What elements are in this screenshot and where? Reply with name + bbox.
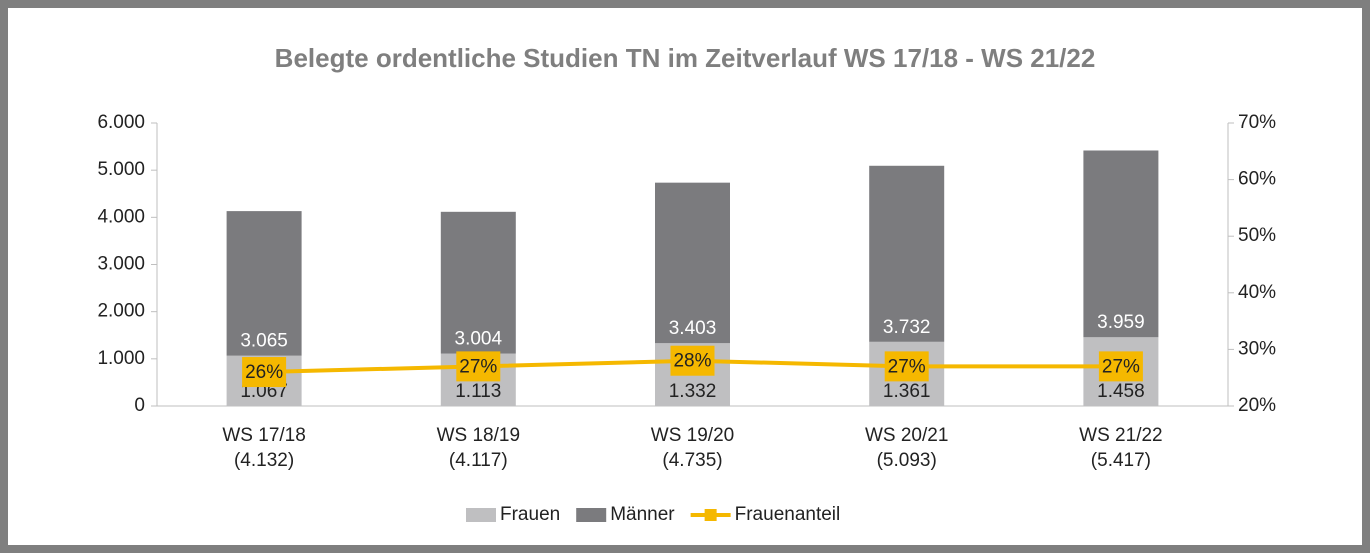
legend-swatch [704,509,717,521]
bar [1083,150,1159,338]
y-tick-label: 3.000 [97,254,145,275]
bar [655,182,730,344]
data-label: 27% [459,356,497,377]
y-tick-label: 6.000 [97,112,145,133]
data-label: 1.458 [1097,381,1145,402]
x-tick-total: (4.132) [234,450,294,471]
data-label-box [242,357,287,388]
x-tick-label: WS 21/22 [1079,425,1162,446]
legend-swatch [466,508,496,522]
x-tick-label: WS 17/18 [222,425,305,446]
y-tick-label: 2.000 [97,301,145,322]
data-label: 3.004 [455,329,503,350]
legend-label: Frauenanteil [735,504,841,525]
data-label: 28% [673,351,711,372]
data-label: 27% [1102,356,1140,377]
y-tick-label: 5.000 [97,159,145,180]
data-label: 27% [888,356,926,377]
legend-swatch [576,508,607,522]
x-tick-total: (5.417) [1091,450,1151,471]
legend-label: Männer [610,504,675,525]
x-tick-label: WS 18/19 [437,425,520,446]
y2-tick-label: 50% [1238,225,1276,246]
data-label: 1.113 [455,381,501,402]
x-tick-label: WS 20/21 [865,425,948,446]
y-tick-label: 1.000 [97,348,145,369]
bar [869,165,945,342]
data-label: 1.361 [883,381,931,402]
data-label: 1.332 [669,381,717,402]
x-tick-total: (5.093) [877,450,937,471]
y2-tick-label: 40% [1238,282,1276,303]
data-label-box [456,351,501,382]
y2-tick-label: 60% [1238,169,1276,190]
x-tick-total: (4.117) [449,450,508,471]
data-label: 3.732 [883,317,931,338]
data-label: 3.403 [669,318,717,339]
data-label: 3.959 [1097,312,1145,333]
data-label: 3.065 [240,331,288,352]
data-label-box [884,351,929,382]
x-tick-label: WS 19/20 [651,425,734,446]
data-label-box [670,345,715,376]
y2-tick-label: 20% [1238,395,1276,416]
bar [440,211,516,354]
bar [226,211,302,356]
chart-title: Belegte ordentliche Studien TN im Zeitve… [275,43,1096,73]
y-tick-label: 0 [134,395,145,416]
y-tick-label: 4.000 [97,206,145,227]
legend-label: Frauen [500,504,560,525]
data-label: 26% [245,362,283,383]
y2-tick-label: 70% [1238,112,1276,133]
data-label-box [1098,351,1143,382]
x-tick-total: (4.735) [662,450,722,471]
y2-tick-label: 30% [1238,338,1276,359]
